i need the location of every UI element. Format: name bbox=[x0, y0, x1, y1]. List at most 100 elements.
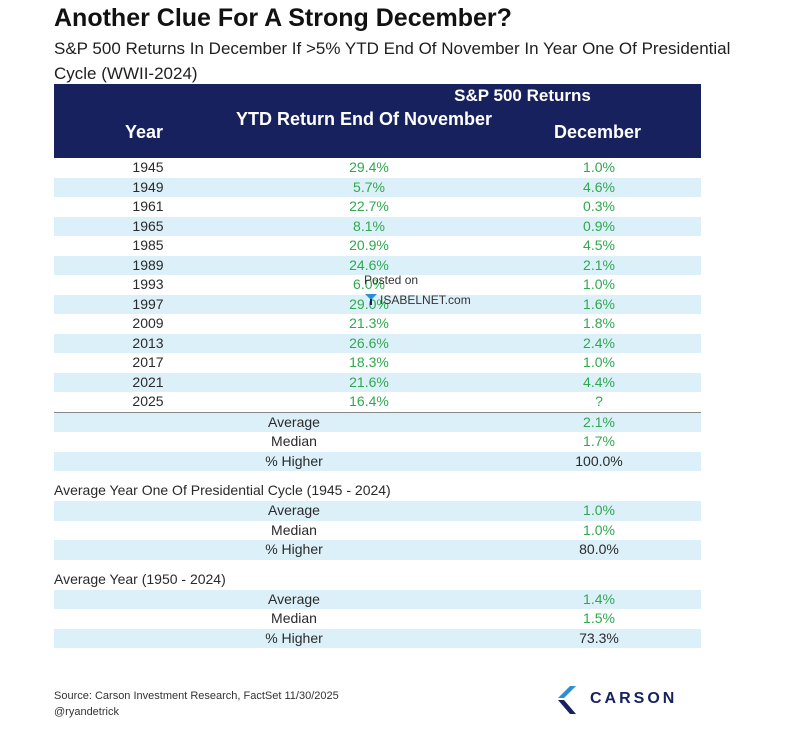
watermark-posted: Posted on bbox=[364, 273, 419, 287]
december-return-cell: 1.0% bbox=[583, 276, 615, 292]
section-stat-row: Average 1.4% bbox=[54, 589, 701, 609]
ytd-return-cell: 6.0% bbox=[353, 276, 385, 292]
year-cell: 2021 bbox=[132, 373, 164, 390]
december-return-cell: 1.0% bbox=[583, 354, 615, 370]
watermark-site: ISABELNET.com bbox=[380, 293, 471, 307]
december-return-cell: 2.4% bbox=[583, 334, 615, 351]
summary-label: % Higher bbox=[265, 452, 323, 469]
year-cell: 2013 bbox=[132, 334, 164, 351]
section-stat-row: % Higher 80.0% bbox=[54, 540, 701, 560]
section-title: Average Year One Of Presidential Cycle (… bbox=[54, 482, 391, 498]
summary-value: 1.7% bbox=[583, 433, 615, 449]
stat-label: % Higher bbox=[265, 541, 323, 557]
stat-value: 1.5% bbox=[583, 610, 615, 626]
year-cell: 1949 bbox=[132, 178, 164, 195]
ytd-return-cell: 18.3% bbox=[349, 354, 389, 370]
december-return-cell: 1.6% bbox=[583, 295, 615, 312]
year-cell: 1945 bbox=[132, 159, 164, 175]
table-row: 1945 29.4% 1.0% bbox=[54, 158, 701, 178]
year-cell: 2025 bbox=[132, 393, 164, 409]
year-cell: 2017 bbox=[132, 354, 164, 370]
ytd-return-cell: 29.0% bbox=[349, 295, 389, 312]
summary-label: Average bbox=[268, 413, 320, 430]
section-stat-row: Median 1.0% bbox=[54, 521, 701, 541]
ytd-return-cell: 20.9% bbox=[349, 237, 389, 253]
year-cell: 2009 bbox=[132, 315, 164, 331]
stat-label: Median bbox=[271, 521, 317, 538]
column-header-december: December bbox=[553, 122, 642, 142]
table-divider bbox=[54, 411, 701, 413]
table-row: 1949 5.7% 4.6% bbox=[54, 177, 701, 197]
summary-value: 2.1% bbox=[583, 413, 615, 430]
december-return-cell: 4.6% bbox=[583, 178, 615, 195]
december-return-cell: 4.4% bbox=[583, 373, 615, 390]
ytd-return-cell: 5.7% bbox=[353, 178, 385, 195]
table-row: 1985 20.9% 4.5% bbox=[54, 236, 701, 256]
page-subtitle: S&P 500 Returns In December If >5% YTD E… bbox=[54, 39, 731, 83]
page-title: Another Clue For A Strong December? bbox=[54, 4, 512, 32]
ytd-return-cell: 26.6% bbox=[349, 334, 389, 351]
source-text: Source: Carson Investment Research, Fact… bbox=[54, 690, 339, 702]
section-title: Average Year (1950 - 2024) bbox=[54, 570, 226, 587]
stat-value: 1.0% bbox=[583, 502, 615, 518]
stat-label: Median bbox=[271, 610, 317, 626]
ytd-return-cell: 22.7% bbox=[349, 198, 389, 214]
table-row: 2017 18.3% 1.0% bbox=[54, 353, 701, 373]
ytd-return-cell: 24.6% bbox=[349, 256, 389, 273]
section-stat-row: Average 1.0% bbox=[54, 501, 701, 521]
stat-value: 1.0% bbox=[583, 521, 615, 538]
returns-table: S&P 500 Returns Year YTD Return End Of N… bbox=[54, 84, 701, 648]
section-stat-row: % Higher 73.3% bbox=[54, 628, 701, 648]
table-row: 2021 21.6% 4.4% bbox=[54, 372, 701, 392]
december-return-cell: 1.8% bbox=[583, 315, 615, 331]
december-return-cell: 1.0% bbox=[583, 159, 615, 175]
ytd-return-cell: 21.6% bbox=[349, 373, 389, 390]
summary-block: Average 2.1% Median 1.7% % Higher 100.0% bbox=[54, 412, 701, 471]
table-body: 1945 29.4% 1.0% 1949 5.7% 4.6% 1961 22.7% 0.3% 19… bbox=[54, 158, 701, 412]
summary-row: Median 1.7% bbox=[54, 432, 701, 452]
table-row: 1989 24.6% 2.1% bbox=[54, 255, 701, 275]
year-cell: 1961 bbox=[132, 198, 164, 214]
stat-value: 80.0% bbox=[579, 541, 619, 557]
section-stat-row: Median 1.5% bbox=[54, 609, 701, 629]
year-cell: 1997 bbox=[132, 295, 164, 312]
ytd-return-cell: 29.4% bbox=[349, 159, 389, 175]
stat-label: % Higher bbox=[265, 629, 323, 646]
table-header: S&P 500 Returns Year YTD Return End Of N… bbox=[54, 84, 701, 158]
year-cell: 1965 bbox=[132, 217, 164, 234]
december-return-cell: 2.1% bbox=[583, 256, 615, 273]
comparison-sections: Average Year One Of Presidential Cycle (… bbox=[54, 471, 701, 648]
summary-label: Median bbox=[271, 433, 317, 449]
carson-wordmark: CARSON bbox=[590, 690, 678, 707]
table-row: 2013 26.6% 2.4% bbox=[54, 333, 701, 353]
column-header-ytd: YTD Return End Of November bbox=[235, 109, 493, 129]
stat-value: 73.3% bbox=[579, 629, 619, 646]
group-header: S&P 500 Returns bbox=[454, 86, 591, 105]
table-row: 1997 29.0% 1.6% bbox=[54, 294, 701, 314]
year-cell: 1985 bbox=[132, 237, 164, 253]
summary-row: Average 2.1% bbox=[54, 412, 701, 432]
author-handle: @ryandetrick bbox=[54, 706, 119, 718]
stat-value: 1.4% bbox=[583, 590, 615, 607]
ytd-return-cell: 8.1% bbox=[353, 217, 385, 234]
december-return-cell: 0.3% bbox=[583, 198, 615, 214]
summary-row: % Higher 100.0% bbox=[54, 451, 701, 471]
table-row: 1993 6.0% 1.0% bbox=[54, 275, 701, 295]
ytd-return-cell: 21.3% bbox=[349, 315, 389, 331]
column-header-year: Year bbox=[124, 122, 164, 142]
summary-value: 100.0% bbox=[575, 452, 623, 469]
stat-label: Average bbox=[268, 502, 320, 518]
table-row: 2025 16.4%? bbox=[54, 392, 701, 412]
year-cell: 1989 bbox=[132, 256, 164, 273]
december-return-cell: 0.9% bbox=[583, 217, 615, 234]
table-row: 2009 21.3% 1.8% bbox=[54, 314, 701, 334]
table-row: 1965 8.1% 0.9% bbox=[54, 216, 701, 236]
december-return-cell: 4.5% bbox=[583, 237, 615, 253]
stat-label: Average bbox=[268, 590, 320, 607]
december-return-cell: ? bbox=[595, 393, 603, 409]
source-note: Source: Carson Investment Research, Fact… bbox=[54, 688, 339, 720]
ytd-return-cell: 16.4% bbox=[349, 393, 389, 409]
table-row: 1961 22.7% 0.3% bbox=[54, 197, 701, 217]
carson-chevron-icon bbox=[558, 686, 576, 714]
year-cell: 1993 bbox=[132, 276, 164, 292]
